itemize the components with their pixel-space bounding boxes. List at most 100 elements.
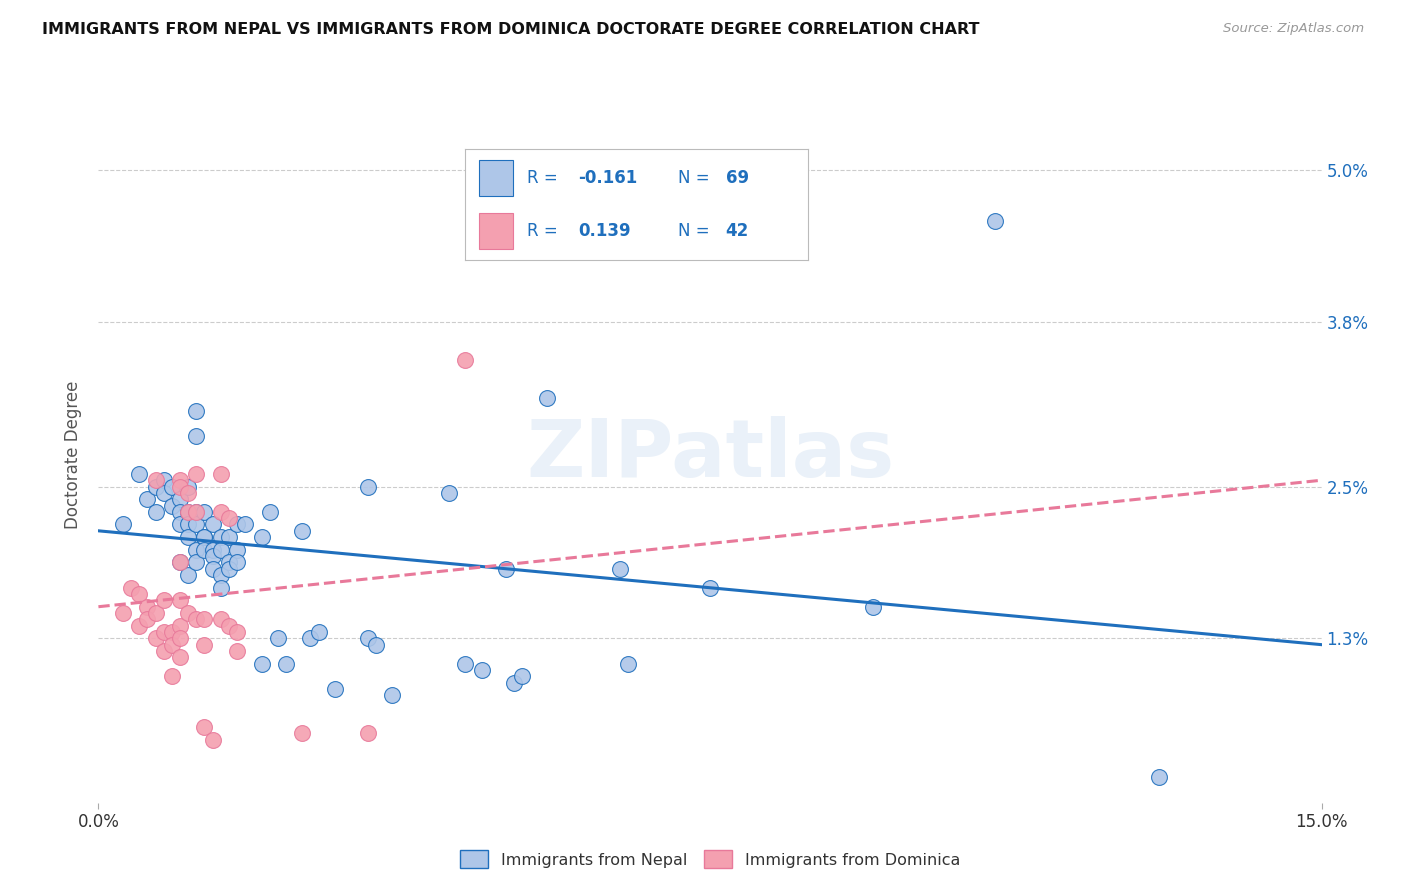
Point (250, 530, 273, 544)
Point (226, 625, 249, 640)
Point (267, 632, 290, 646)
Point (291, 726, 314, 740)
Point (308, 625, 330, 640)
Point (169, 618, 191, 632)
Point (152, 473, 174, 487)
Point (226, 542, 249, 557)
Point (609, 562, 631, 576)
Point (299, 632, 322, 646)
Text: 42: 42 (725, 222, 749, 240)
Point (193, 720, 215, 734)
Point (323, 681, 346, 696)
Y-axis label: Doctorate Degree: Doctorate Degree (65, 381, 83, 529)
Text: -0.161: -0.161 (578, 169, 638, 186)
Text: Source: ZipAtlas.com: Source: ZipAtlas.com (1223, 22, 1364, 36)
Point (136, 612, 159, 626)
Point (145, 606, 167, 620)
Point (160, 625, 183, 640)
Point (169, 650, 191, 665)
Text: N =: N = (678, 222, 714, 240)
Point (209, 542, 232, 557)
Text: IMMIGRANTS FROM NEPAL VS IMMIGRANTS FROM DOMINICA DOCTORATE DEGREE CORRELATION C: IMMIGRANTS FROM NEPAL VS IMMIGRANTS FROM… (42, 22, 980, 37)
Point (201, 542, 224, 557)
Point (356, 479, 378, 493)
FancyBboxPatch shape (479, 213, 513, 249)
Point (233, 517, 256, 532)
Point (536, 391, 558, 405)
Point (226, 644, 249, 658)
Point (111, 517, 134, 532)
Text: 0.139: 0.139 (578, 222, 631, 240)
Point (177, 517, 200, 532)
Point (186, 556, 208, 570)
Point (120, 581, 142, 595)
Point (193, 530, 215, 544)
Point (226, 556, 249, 570)
Point (218, 556, 240, 570)
Point (128, 618, 150, 632)
Point (160, 669, 183, 683)
Legend: Immigrants from Nepal, Immigrants from Dominica: Immigrants from Nepal, Immigrants from D… (453, 844, 967, 875)
Point (169, 505, 191, 519)
Point (136, 492, 159, 507)
Point (209, 505, 232, 519)
Point (186, 429, 208, 443)
Point (145, 473, 167, 487)
Point (218, 511, 240, 525)
Point (274, 657, 297, 671)
Point (364, 638, 387, 652)
Point (186, 505, 208, 519)
Point (259, 505, 281, 519)
Point (169, 593, 191, 607)
Point (862, 599, 884, 614)
Point (984, 214, 1007, 228)
Point (186, 505, 208, 519)
Point (177, 486, 200, 500)
Point (169, 556, 191, 570)
Point (209, 581, 232, 595)
Point (291, 524, 314, 538)
Point (209, 568, 232, 582)
Point (177, 479, 200, 493)
Point (152, 593, 174, 607)
Point (495, 562, 517, 576)
Point (152, 644, 174, 658)
Point (169, 517, 191, 532)
Point (201, 549, 224, 563)
Point (145, 632, 167, 646)
Point (454, 353, 477, 368)
Point (169, 473, 191, 487)
Text: R =: R = (527, 169, 562, 186)
Point (169, 492, 191, 507)
Point (437, 486, 460, 500)
Point (617, 657, 640, 671)
Point (209, 467, 232, 481)
Point (201, 562, 224, 576)
Point (512, 669, 534, 683)
Point (193, 505, 215, 519)
Point (356, 632, 378, 646)
Point (145, 505, 167, 519)
Point (169, 632, 191, 646)
Point (177, 568, 200, 582)
Point (356, 726, 378, 740)
Point (128, 467, 150, 481)
Point (186, 403, 208, 417)
FancyBboxPatch shape (479, 160, 513, 195)
Point (152, 486, 174, 500)
Point (454, 657, 477, 671)
Point (201, 732, 224, 747)
Point (381, 688, 404, 702)
Point (160, 499, 183, 513)
Point (177, 505, 200, 519)
Point (136, 599, 159, 614)
Point (186, 517, 208, 532)
Text: R =: R = (527, 222, 562, 240)
Point (193, 542, 215, 557)
Point (160, 479, 183, 493)
Point (193, 612, 215, 626)
Point (169, 556, 191, 570)
Point (177, 606, 200, 620)
Point (209, 530, 232, 544)
Text: N =: N = (678, 169, 714, 186)
